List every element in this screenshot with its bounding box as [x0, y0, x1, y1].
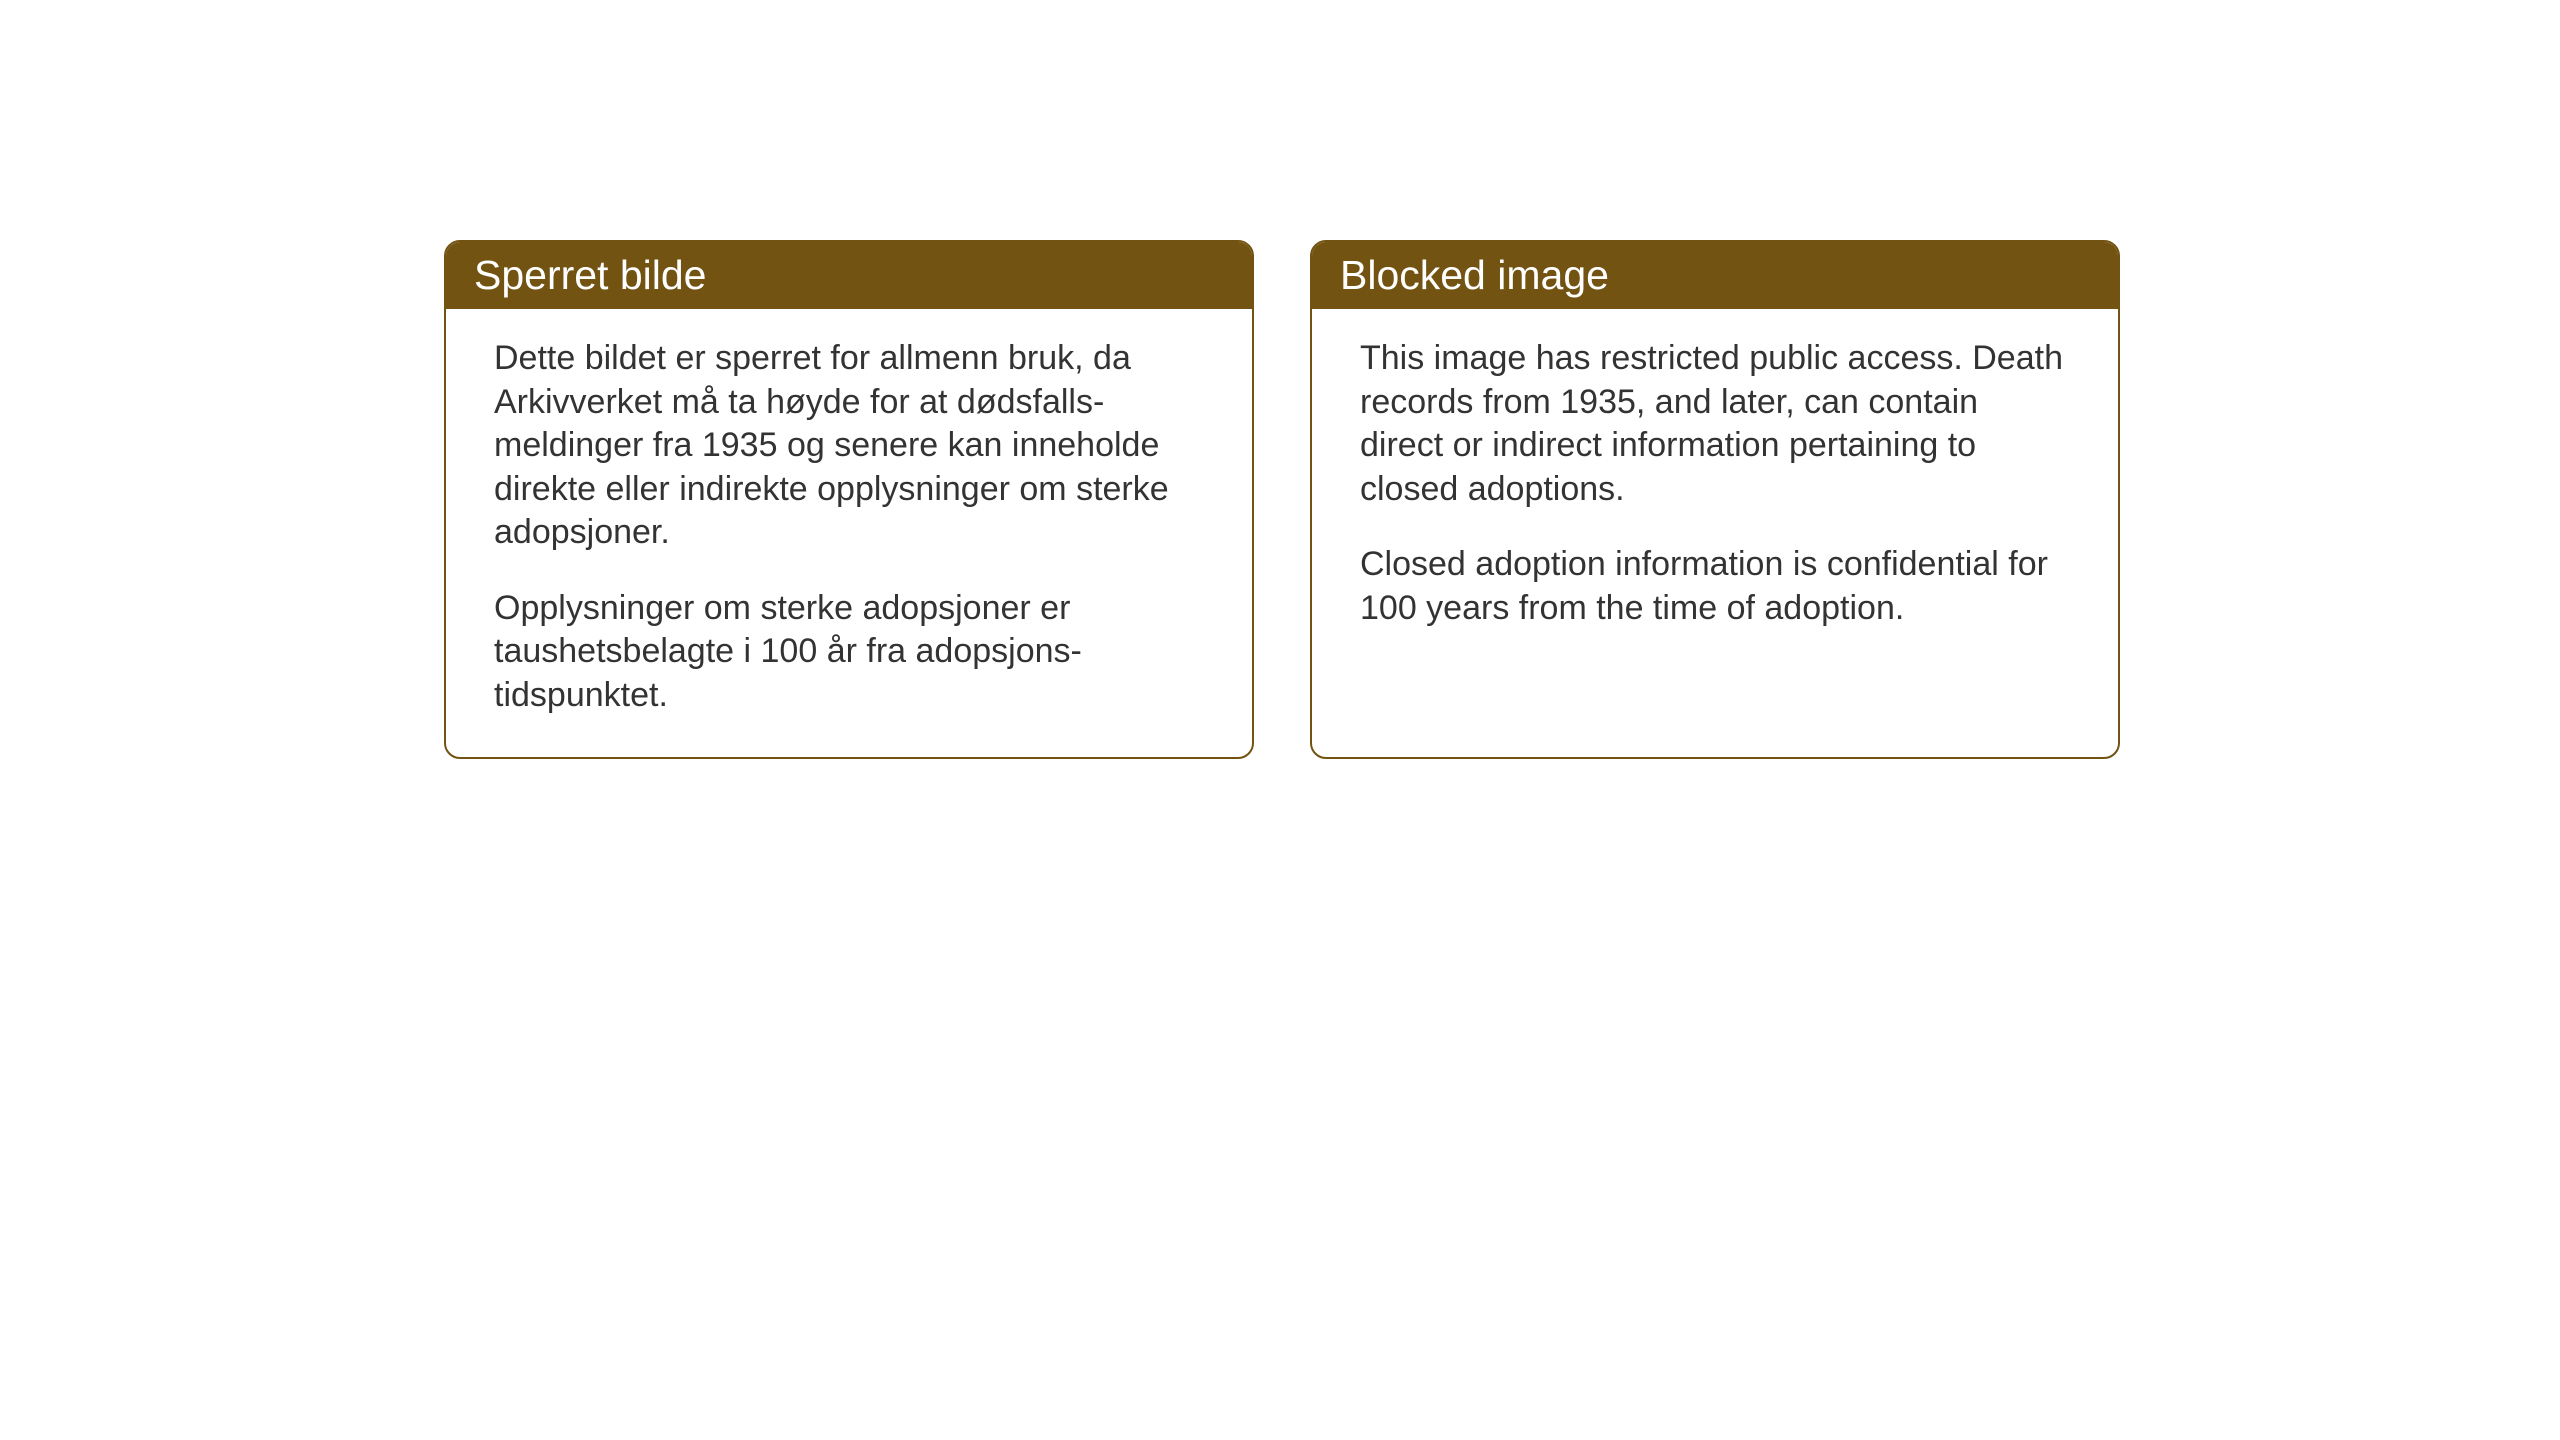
card-english-title: Blocked image: [1340, 252, 1609, 298]
card-norwegian-paragraph-2: Opplysninger om sterke adopsjoner er tau…: [494, 587, 1204, 718]
card-english-paragraph-2: Closed adoption information is confident…: [1360, 543, 2070, 630]
card-english: Blocked image This image has restricted …: [1310, 240, 2120, 759]
card-norwegian-paragraph-1: Dette bildet er sperret for allmenn bruk…: [494, 337, 1204, 555]
card-norwegian-title: Sperret bilde: [474, 252, 706, 298]
card-english-paragraph-1: This image has restricted public access.…: [1360, 337, 2070, 511]
cards-container: Sperret bilde Dette bildet er sperret fo…: [444, 240, 2120, 759]
card-norwegian-header: Sperret bilde: [446, 242, 1252, 309]
card-english-body: This image has restricted public access.…: [1312, 309, 2118, 670]
card-norwegian-body: Dette bildet er sperret for allmenn bruk…: [446, 309, 1252, 757]
card-norwegian: Sperret bilde Dette bildet er sperret fo…: [444, 240, 1254, 759]
card-english-header: Blocked image: [1312, 242, 2118, 309]
